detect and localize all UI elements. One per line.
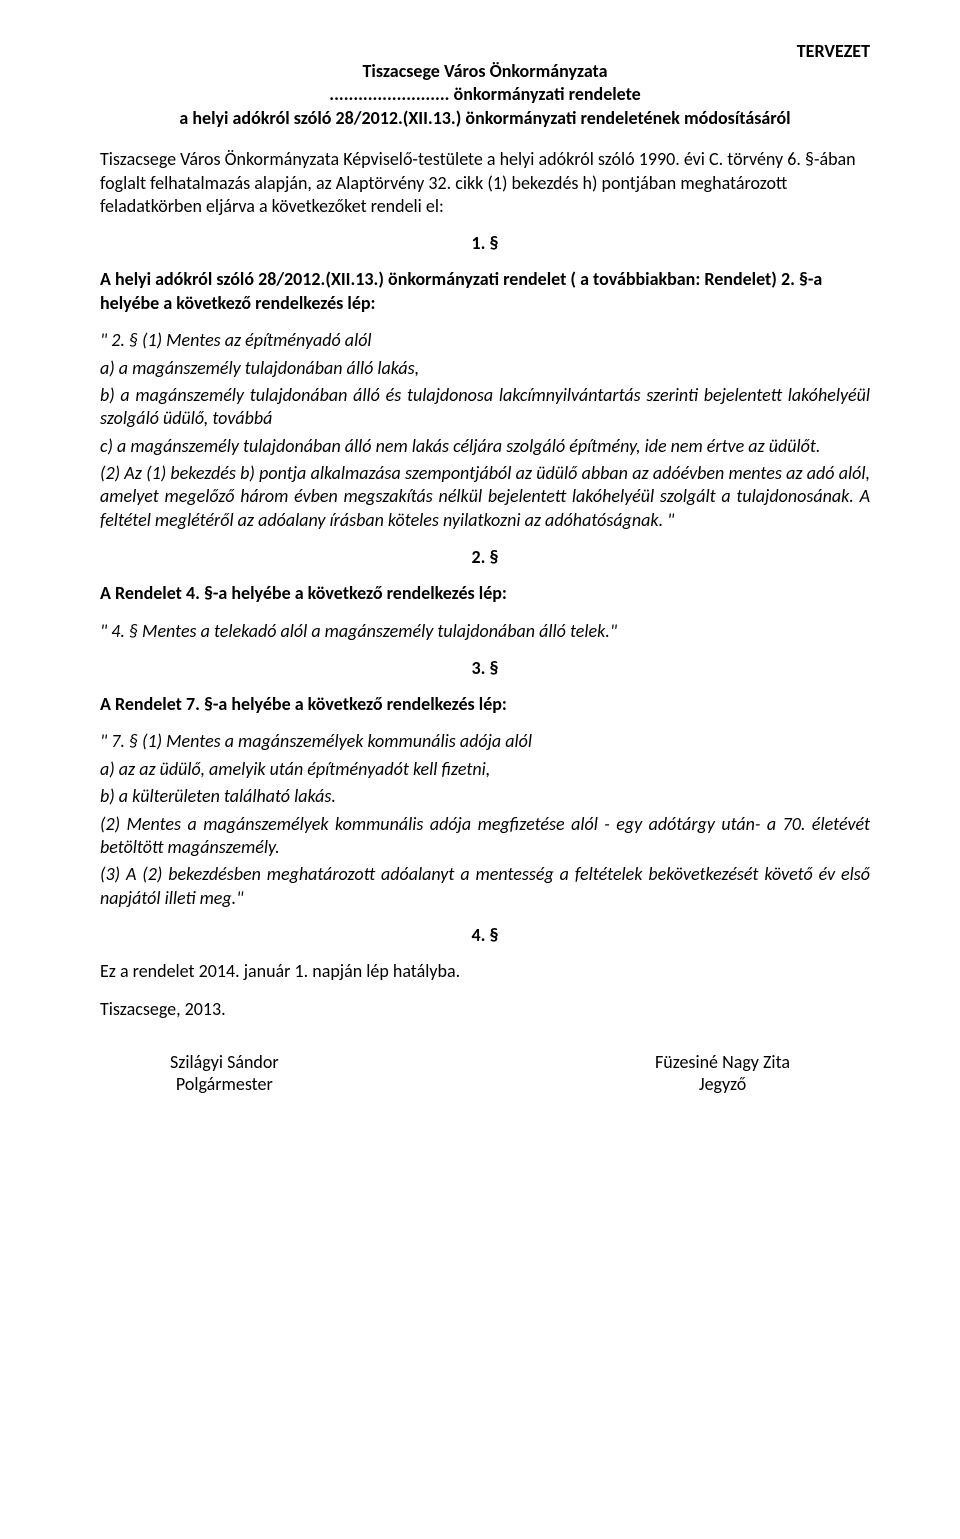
- intro-paragraph: Tiszacsege Város Önkormányzata Képviselő…: [100, 148, 870, 218]
- place-date: Tiszacsege, 2013.: [100, 998, 870, 1021]
- signer-right-name: Füzesiné Nagy Zita: [655, 1051, 790, 1073]
- header-line-3: a helyi adókról szóló 28/2012.(XII.13.) …: [100, 107, 870, 130]
- section-2-heading: A Rendelet 4. §-a helyébe a következő re…: [100, 582, 870, 605]
- section-3-quote-line-2: a) az az üdülő, amelyik után építményadó…: [100, 758, 870, 781]
- page: TERVEZET Tiszacsege Város Önkormányzata …: [0, 0, 960, 1539]
- signer-left-title: Polgármester: [170, 1073, 279, 1095]
- section-4-number: 4. §: [100, 924, 870, 946]
- section-1-quote-line-1: " 2. § (1) Mentes az építményadó alól: [100, 329, 870, 352]
- signer-left-name: Szilágyi Sándor: [170, 1051, 279, 1073]
- effective-date: Ez a rendelet 2014. január 1. napján lép…: [100, 960, 870, 983]
- header-line-1: Tiszacsege Város Önkormányzata: [100, 60, 870, 83]
- section-3-quote-line-1: " 7. § (1) Mentes a magánszemélyek kommu…: [100, 730, 870, 753]
- section-2-quote-line-1: " 4. § Mentes a telekadó alól a magánsze…: [100, 620, 870, 643]
- section-1-quote-line-4: c) a magánszemély tulajdonában álló nem …: [100, 435, 870, 458]
- signature-left: Szilágyi Sándor Polgármester: [170, 1051, 279, 1095]
- section-2-number: 2. §: [100, 546, 870, 568]
- section-3-heading: A Rendelet 7. §-a helyébe a következő re…: [100, 693, 870, 716]
- section-3-quote-line-5: (3) A (2) bekezdésben meghatározott adóa…: [100, 863, 870, 910]
- section-1-heading: A helyi adókról szóló 28/2012.(XII.13.) …: [100, 268, 870, 315]
- section-1-quote-line-5: (2) Az (1) bekezdés b) pontja alkalmazás…: [100, 462, 870, 532]
- section-3-quote-line-4: (2) Mentes a magánszemélyek kommunális a…: [100, 813, 870, 860]
- section-3-quote-line-3: b) a külterületen található lakás.: [100, 785, 870, 808]
- section-1-number: 1. §: [100, 232, 870, 254]
- signer-right-title: Jegyző: [655, 1073, 790, 1095]
- signature-row: Szilágyi Sándor Polgármester Füzesiné Na…: [100, 1051, 870, 1095]
- draft-label: TERVEZET: [797, 40, 870, 62]
- header-block: Tiszacsege Város Önkormányzata .........…: [100, 60, 870, 130]
- signature-right: Füzesiné Nagy Zita Jegyző: [655, 1051, 790, 1095]
- section-1-quote-line-2: a) a magánszemély tulajdonában álló laká…: [100, 357, 870, 380]
- section-1-quote-line-3: b) a magánszemély tulajdonában álló és t…: [100, 384, 870, 431]
- header-line-2: ......................... önkormányzati …: [100, 83, 870, 106]
- section-3-number: 3. §: [100, 657, 870, 679]
